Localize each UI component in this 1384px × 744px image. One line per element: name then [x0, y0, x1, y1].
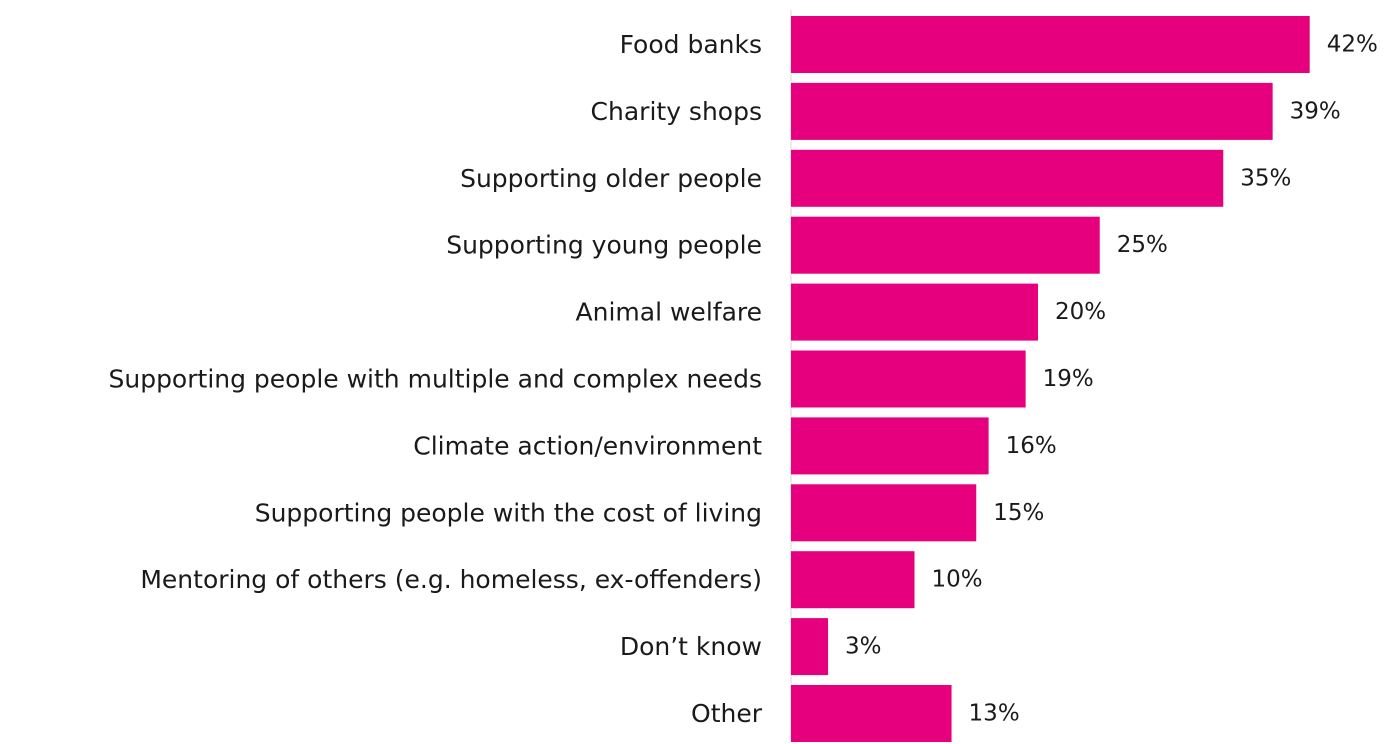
category-label-2: Supporting older people [460, 164, 762, 193]
bar-9 [791, 618, 829, 676]
value-label-1: 39% [1290, 98, 1341, 124]
value-label-2: 35% [1240, 165, 1291, 191]
bar-1 [791, 82, 1273, 140]
value-label-0: 42% [1327, 32, 1378, 58]
value-label-7: 15% [993, 500, 1044, 526]
value-label-10: 13% [969, 701, 1020, 727]
bar-5 [791, 350, 1026, 408]
bars-group [791, 16, 1310, 742]
bar-3 [791, 216, 1100, 274]
category-label-4: Animal welfare [576, 298, 762, 327]
bar-0 [791, 16, 1310, 73]
value-label-5: 19% [1043, 366, 1094, 392]
bar-4 [791, 283, 1038, 341]
bar-8 [791, 551, 915, 609]
category-label-1: Charity shops [591, 97, 762, 126]
bar-6 [791, 417, 989, 475]
category-label-9: Don’t know [620, 632, 762, 661]
value-label-9: 3% [845, 634, 882, 660]
value-label-8: 10% [932, 567, 983, 593]
category-label-5: Supporting people with multiple and comp… [108, 365, 762, 394]
value-labels-group: 42% 39% 35% 25% 20% 19% 16% 15% 10% 3% 13% [845, 32, 1378, 727]
bar-10 [791, 685, 952, 742]
value-label-3: 25% [1117, 232, 1168, 258]
category-label-6: Climate action/environment [413, 431, 762, 460]
category-label-7: Supporting people with the cost of livin… [255, 498, 762, 527]
value-label-4: 20% [1055, 299, 1106, 325]
category-label-8: Mentoring of others (e.g. homeless, ex-o… [140, 565, 762, 594]
bar-7 [791, 484, 977, 542]
category-label-0: Food banks [620, 30, 762, 59]
bar-2 [791, 149, 1224, 207]
value-label-6: 16% [1006, 433, 1057, 459]
category-labels-group: Food banks Charity shops Supporting older … [108, 30, 762, 728]
category-label-3: Supporting young people [446, 231, 762, 260]
category-label-10: Other [691, 699, 763, 728]
